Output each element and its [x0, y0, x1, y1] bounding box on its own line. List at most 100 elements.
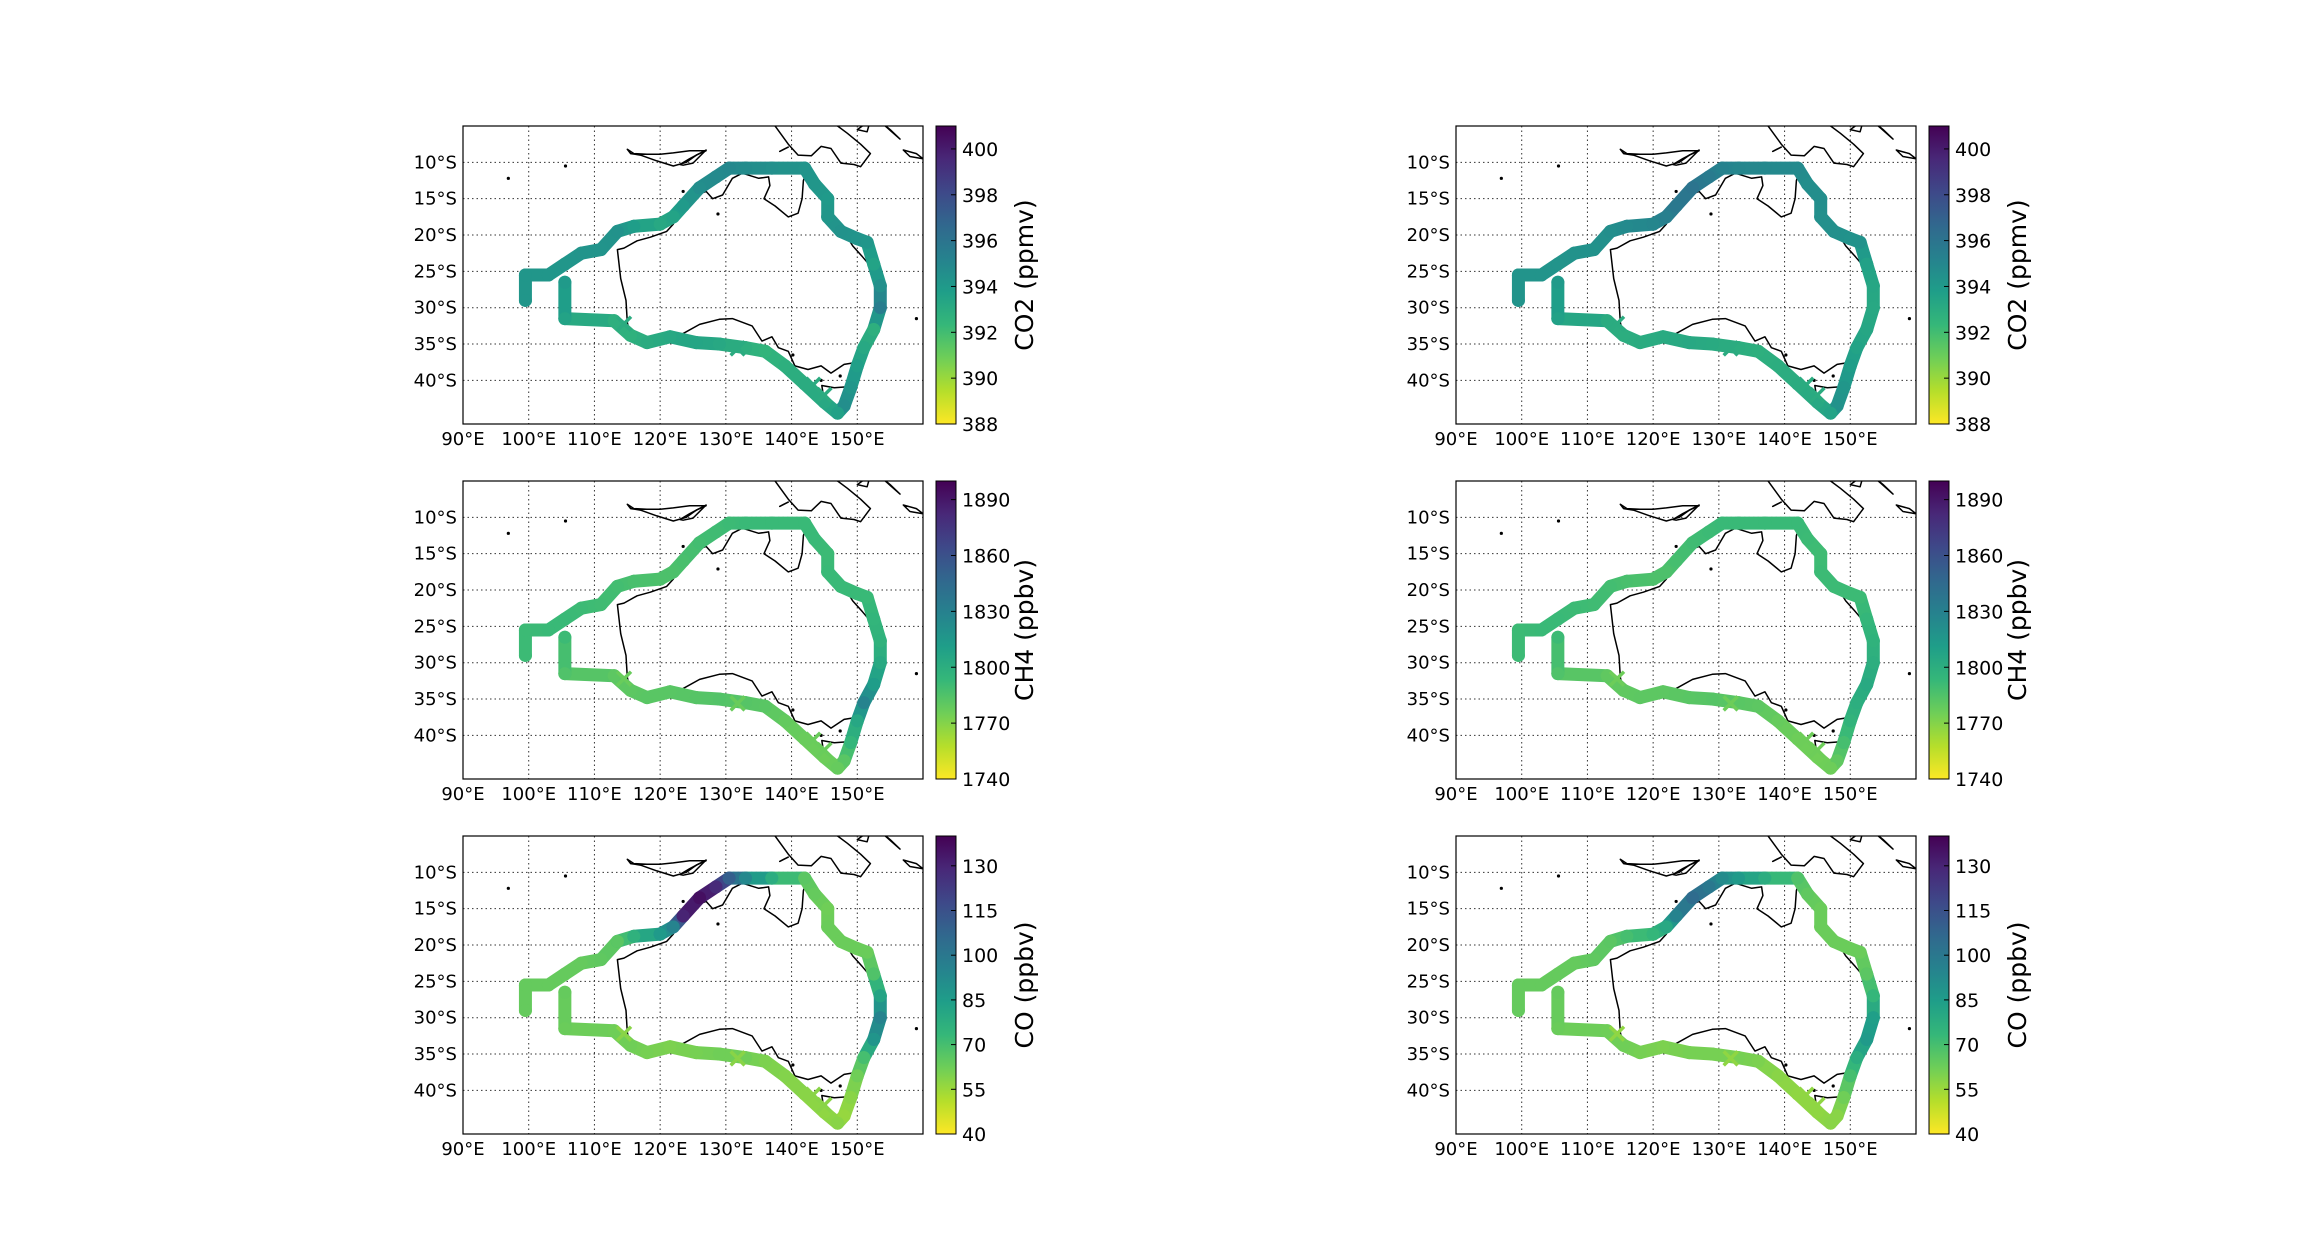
coastline-australia [1609, 877, 1875, 1084]
map-area [463, 836, 923, 1134]
track-point [693, 181, 707, 195]
y-tick-label: 25°S [1407, 261, 1450, 282]
track-point [610, 224, 624, 238]
track-point [765, 161, 779, 175]
track-point [1659, 210, 1673, 224]
map-area [1456, 836, 1916, 1134]
track-point [834, 579, 848, 593]
track-point [1567, 246, 1581, 260]
colorbar-gradient [935, 125, 957, 425]
island-dot [681, 189, 685, 194]
track-point [518, 623, 532, 637]
track-point [1866, 1011, 1880, 1025]
island-dot [914, 317, 919, 321]
y-tick-label: 25°S [414, 261, 457, 282]
track-point [758, 699, 772, 713]
track-point [1646, 572, 1660, 586]
cross-marker [1608, 1025, 1626, 1042]
island-dot [791, 708, 795, 712]
x-tick-label: 130°E [1691, 1139, 1746, 1160]
island-dot [1556, 874, 1561, 878]
track-point [627, 219, 641, 233]
track-segment [558, 667, 621, 683]
coastline-island [679, 859, 707, 876]
coastline-island [884, 126, 901, 140]
y-tick-label: 15°S [1407, 899, 1450, 920]
colorbar-tick-label: 396 [962, 231, 998, 253]
track-point [1551, 967, 1565, 981]
track-point [1702, 170, 1716, 184]
y-tick-label: 10°S [414, 507, 457, 528]
coastline-new-guinea [773, 836, 872, 878]
coastline-island [626, 503, 707, 522]
x-tick-label: 150°E [830, 784, 885, 805]
coastline-australia [1609, 167, 1875, 374]
track-point [857, 696, 871, 710]
track-point [1669, 554, 1683, 568]
track-point [1860, 612, 1874, 626]
colorbar-tick-label: 398 [962, 185, 998, 207]
track-segment [1551, 667, 1614, 683]
track-point [1860, 257, 1874, 271]
track-point [834, 224, 848, 238]
y-tick-label: 20°S [414, 225, 457, 246]
map-frame [1455, 125, 1917, 425]
track-point [624, 1038, 638, 1052]
cross-marker [729, 695, 746, 712]
cross-marker [805, 1086, 822, 1103]
x-tick-label: 140°E [764, 784, 819, 805]
track-point [1853, 945, 1867, 959]
y-tick-label: 40°S [1407, 1080, 1450, 1101]
track-point [1646, 927, 1660, 941]
track-point [1617, 683, 1631, 697]
colorbar-tick-label: 70 [1955, 1035, 1979, 1057]
track-point [1843, 232, 1857, 246]
track-point [1837, 736, 1851, 750]
track-point [1853, 590, 1867, 604]
track-point [1791, 161, 1805, 175]
track-point [666, 565, 680, 579]
colorbar-label: CH4 (ppbv) [2003, 559, 2032, 701]
track-point [574, 246, 588, 260]
y-tick-label: 30°S [1407, 653, 1450, 674]
track-point [765, 516, 779, 530]
y-tick-label: 35°S [1407, 334, 1450, 355]
track-point [1866, 279, 1880, 293]
coastline-island [778, 856, 790, 863]
track-point [857, 1051, 871, 1065]
track-point [1534, 623, 1548, 637]
track-point [808, 177, 822, 191]
track-point [1587, 953, 1601, 967]
track-point [1617, 1038, 1631, 1052]
x-tick-label: 90°E [441, 1139, 484, 1160]
map-frame [1455, 835, 1917, 1135]
island-dot [716, 212, 720, 216]
track-point [518, 648, 532, 662]
track-point [1620, 929, 1634, 943]
cross-marker [615, 1025, 633, 1042]
colorbar-tick-label: 392 [962, 322, 998, 344]
map-area [463, 126, 923, 424]
panel-ch4-left: 10°S 15°S 20°S 25°S 30°S 35°S 40°S 90°E 100°E 110… [414, 480, 1039, 805]
colorbar-tick-label: 130 [1955, 856, 1991, 878]
colorbar: 388 390 392 394 396 398 400 CO2 (ppmv) [935, 125, 1039, 436]
cross-marker [729, 340, 746, 357]
track-point [867, 257, 881, 271]
coastline-island [626, 148, 707, 167]
colorbar-label: CH4 (ppbv) [1010, 559, 1039, 701]
track-point [860, 945, 874, 959]
y-tick-label: 30°S [414, 1008, 457, 1029]
track-point [778, 1069, 792, 1083]
x-tick-label: 140°E [764, 1139, 819, 1160]
y-tick-label: 35°S [414, 689, 457, 710]
track-point [1827, 579, 1841, 593]
x-tick-label: 120°E [633, 784, 688, 805]
panel-co2-right: 10°S 15°S 20°S 25°S 30°S 35°S 40°S 90°E 100°E 110… [1407, 125, 2032, 450]
track-point [808, 532, 822, 546]
coastline-new-guinea [1766, 836, 1865, 878]
island-dot [506, 531, 510, 535]
cross-marker [1608, 315, 1626, 332]
y-tick-label: 15°S [414, 899, 457, 920]
track-point [873, 1011, 887, 1025]
x-tick-label: 110°E [1560, 429, 1615, 450]
